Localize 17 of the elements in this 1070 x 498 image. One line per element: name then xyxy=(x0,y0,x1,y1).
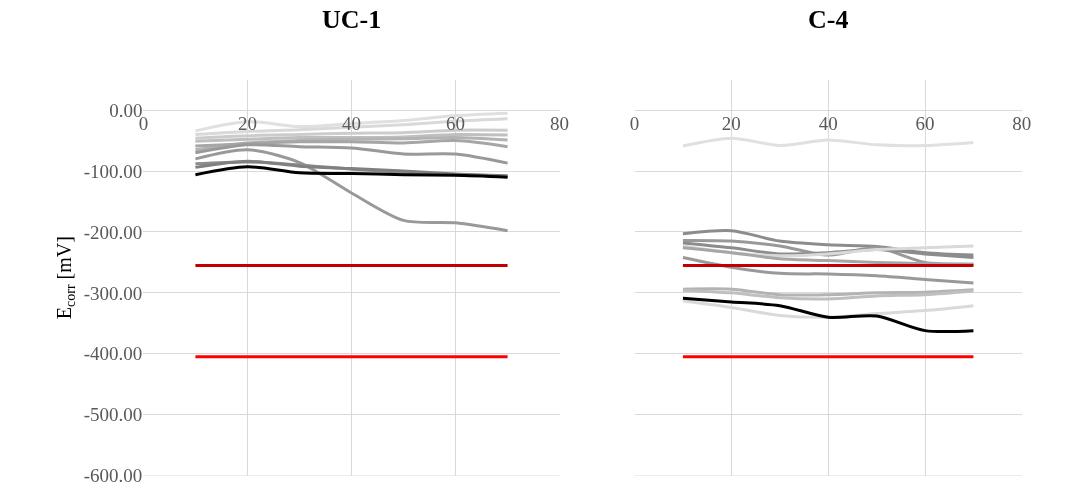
y-tick-label: -500.00 xyxy=(83,404,143,426)
y-tick-label: -300.00 xyxy=(83,282,143,304)
y-tick-label: -200.00 xyxy=(83,221,143,243)
x-tick-label: 40 xyxy=(342,113,361,135)
x-tick-label: 40 xyxy=(818,113,838,135)
x-tick-label: 60 xyxy=(446,113,466,135)
chart-title: C-4 xyxy=(808,5,849,34)
x-tick-label: 0 xyxy=(629,113,640,135)
x-tick-label: 20 xyxy=(237,113,257,135)
y-tick-label: -600.00 xyxy=(83,465,143,487)
x-tick-label: 60 xyxy=(915,113,935,135)
chart-title: UC-1 xyxy=(322,5,382,34)
x-tick-label: 80 xyxy=(1012,113,1032,135)
y-tick-label: -400.00 xyxy=(83,343,143,365)
y-tick-label: -100.00 xyxy=(83,160,143,182)
x-tick-label: 80 xyxy=(550,113,570,135)
x-tick-label: 20 xyxy=(721,113,741,135)
